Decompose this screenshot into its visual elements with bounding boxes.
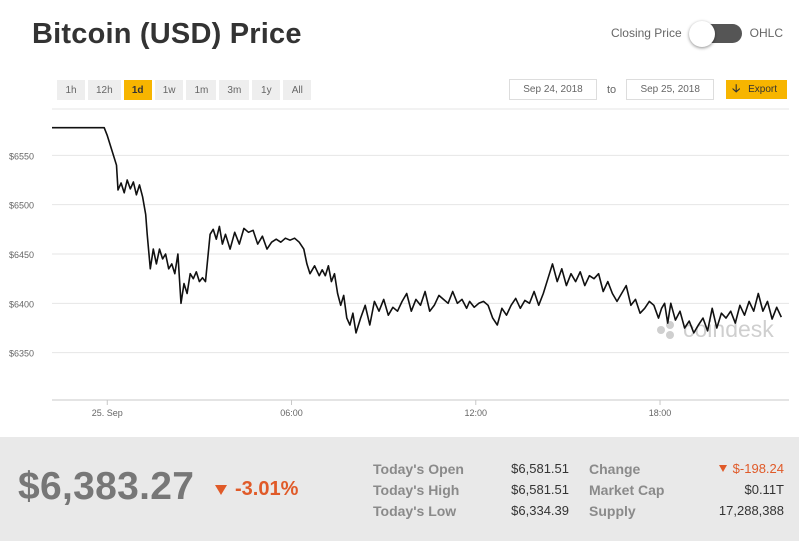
download-arrow-icon: 🡣 <box>732 83 741 95</box>
date-to-input[interactable]: Sep 25, 2018 <box>626 79 715 100</box>
y-axis: $6350 $6400 $6450 $6500 $6550 <box>9 151 34 358</box>
x-tick-label: 12:00 <box>465 408 488 418</box>
date-range: Sep 24, 2018 to Sep 25, 2018 🡣 Export <box>509 79 787 100</box>
stat-value: $6,581.51 <box>511 482 569 497</box>
x-tick-label: 06:00 <box>280 408 303 418</box>
watermark-text: coindesk <box>683 316 774 342</box>
y-tick-label: $6450 <box>9 250 34 260</box>
price-chart[interactable]: $6350 $6400 $6450 $6500 $6550 25. Sep 06:00 12… <box>0 108 799 433</box>
x-tick-label: 18:00 <box>649 408 672 418</box>
stat-label: Today's Open <box>373 460 464 477</box>
range-3m-button[interactable]: 3m <box>219 80 250 100</box>
down-triangle-icon <box>718 465 727 472</box>
range-1w-button[interactable]: 1w <box>154 80 184 100</box>
toggle-knob[interactable] <box>688 20 715 47</box>
stat-value: $-198.24 <box>699 461 784 476</box>
closing-price-label[interactable]: Closing Price <box>610 26 682 40</box>
stat-row: Supply 17,288,388 <box>589 500 784 521</box>
range-12h-button[interactable]: 12h <box>88 80 121 100</box>
ohlc-label[interactable]: OHLC <box>749 26 783 40</box>
chart-grid <box>52 108 789 354</box>
percent-change: -3.01% <box>215 478 298 501</box>
stats-right: Change $-198.24 Market Cap $0.11T Supply… <box>589 458 784 521</box>
y-tick-label: $6500 <box>9 201 34 211</box>
stat-value: $6,581.51 <box>511 461 569 476</box>
stat-label: Today's High <box>373 481 460 498</box>
range-all-button[interactable]: All <box>283 80 312 100</box>
price-series-line[interactable] <box>52 126 783 334</box>
x-axis: 25. Sep 06:00 12:00 18:00 <box>52 399 789 418</box>
range-1d-button[interactable]: 1d <box>123 80 152 100</box>
stat-row: Today's Open $6,581.51 <box>373 458 569 479</box>
range-buttons: 1h 12h 1d 1w 1m 3m 1y All <box>57 80 312 100</box>
down-triangle-icon <box>215 484 227 495</box>
x-tick-label: 25. Sep <box>92 408 123 418</box>
range-1m-button[interactable]: 1m <box>186 80 217 100</box>
export-label: Export <box>748 84 777 95</box>
stat-row: Today's Low $6,334.39 <box>373 500 569 521</box>
stat-row: Change $-198.24 <box>589 458 784 479</box>
stat-row: Market Cap $0.11T <box>589 479 784 500</box>
stat-value: 17,288,388 <box>718 503 784 518</box>
y-tick-label: $6400 <box>9 299 34 309</box>
stat-value: $0.11T <box>744 482 784 497</box>
range-1h-button[interactable]: 1h <box>57 80 85 100</box>
price-mode-toggle[interactable] <box>688 20 742 47</box>
stat-label: Today's Low <box>373 502 457 519</box>
stat-row: Today's High $6,581.51 <box>373 479 569 500</box>
stat-label: Supply <box>589 502 636 519</box>
stat-value: $6,334.39 <box>511 503 569 518</box>
coindesk-watermark: coindesk <box>657 316 774 342</box>
change-value: $-198.24 <box>732 461 784 476</box>
y-tick-label: $6350 <box>9 349 34 359</box>
export-button[interactable]: 🡣 Export <box>726 80 787 99</box>
stat-label: Change <box>589 460 641 477</box>
range-1y-button[interactable]: 1y <box>252 80 281 100</box>
coindesk-logo-icon <box>657 321 674 339</box>
date-to-label: to <box>607 83 617 96</box>
stat-label: Market Cap <box>589 481 665 498</box>
summary-panel: $6,383.27 -3.01% Today's Open $6,581.51 … <box>0 437 799 541</box>
current-price: $6,383.27 <box>18 465 195 508</box>
y-tick-label: $6550 <box>9 151 34 161</box>
price-mode-toggle-group: Closing Price OHLC <box>610 20 783 47</box>
date-from-input[interactable]: Sep 24, 2018 <box>509 79 597 100</box>
page-title: Bitcoin (USD) Price <box>32 18 302 50</box>
percent-change-value: -3.01% <box>235 478 299 500</box>
stats-left: Today's Open $6,581.51 Today's High $6,5… <box>373 458 569 521</box>
